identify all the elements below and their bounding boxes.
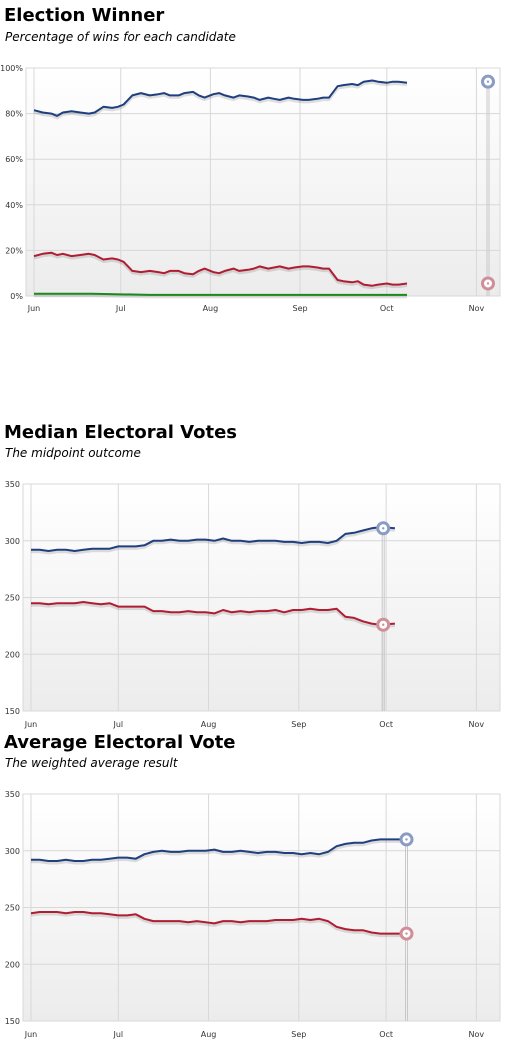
republican-marker-dot [405, 932, 408, 935]
chart-subtitle: The weighted average result [5, 756, 178, 770]
republican-marker-dot [382, 623, 385, 626]
median-chart-section: Median Electoral Votes The midpoint outc… [0, 420, 525, 730]
x-tick-label: Sep [291, 1030, 306, 1039]
x-tick-label: Nov [469, 304, 485, 313]
y-tick-label: 300 [5, 537, 20, 546]
x-tick-label: Jun [27, 304, 41, 313]
republican-series-shadow [33, 253, 408, 290]
republican-series-line [33, 251, 408, 287]
median-line-chart: 150 200 250 300 350 Jun Jul Aug Sep Oct Nov [5, 480, 501, 729]
democrat-series-line [31, 838, 407, 862]
x-tick-label: Aug [203, 304, 219, 313]
other-series-line [34, 292, 407, 296]
republican-marker-dot [486, 282, 490, 285]
x-tick-label: Nov [469, 1030, 485, 1039]
y-tick-label: 250 [5, 594, 20, 603]
democrat-marker-dot [382, 527, 385, 530]
republican-series-line [30, 911, 407, 935]
republican-series-shadow [30, 912, 407, 938]
x-tick-label: Oct [380, 304, 394, 313]
chart-title: Election Winner [4, 5, 165, 26]
x-tick-label: Jun [24, 720, 38, 729]
y-tick-label: 40% [5, 201, 23, 210]
republican-series-shadow [31, 602, 396, 629]
y-tick-label: 150 [5, 707, 20, 716]
y-tick-label: 150 [5, 1017, 20, 1026]
chart-title: Median Electoral Votes [4, 422, 238, 443]
x-tick-label: Oct [379, 720, 393, 729]
y-tick-label: 0% [10, 292, 23, 301]
winner-chart-section: Election Winner Percentage of wins for e… [0, 0, 525, 330]
x-tick-label: Jul [115, 304, 126, 313]
x-tick-label: Aug [201, 720, 217, 729]
y-tick-label: 350 [5, 790, 20, 799]
winner-line-chart: 0% 20% 40% 60% 80% 100% Jun Jul Aug Sep Oct Nov [0, 64, 501, 313]
x-tick-label: Nov [469, 720, 485, 729]
y-tick-label: 20% [5, 246, 23, 255]
x-tick-label: Jul [112, 1030, 123, 1039]
democrat-series-line [31, 526, 395, 552]
x-tick-label: Aug [201, 1030, 217, 1039]
chart-title: Average Electoral Vote [4, 732, 236, 753]
x-tick-label: Jun [24, 1030, 38, 1039]
republican-series-line [31, 601, 395, 626]
y-tick-label: 250 [5, 904, 20, 913]
chart-subtitle: The midpoint outcome [5, 446, 141, 460]
x-tick-label: Sep [292, 304, 307, 313]
other-series-shadow [34, 294, 407, 299]
democrat-marker-dot [405, 838, 408, 841]
y-tick-label: 200 [5, 960, 20, 969]
average-chart-section: Average Electoral Vote The weighted aver… [0, 730, 525, 1042]
y-tick-label: 80% [5, 110, 23, 119]
x-tick-label: Jul [112, 720, 123, 729]
y-tick-label: 200 [5, 650, 20, 659]
y-tick-label: 60% [5, 155, 23, 164]
x-tick-label: Sep [291, 720, 306, 729]
democrat-series-shadow [33, 81, 408, 120]
y-tick-label: 350 [5, 480, 20, 489]
average-line-chart: 150 200 250 300 350 Jun Jul Aug Sep Oct Nov [5, 790, 501, 1039]
democrat-series-line [33, 79, 408, 117]
democrat-series-shadow [31, 839, 407, 865]
democrat-marker-dot [486, 80, 490, 83]
democrat-series-shadow [31, 527, 396, 555]
y-tick-label: 300 [5, 847, 20, 856]
x-tick-label: Oct [379, 1030, 393, 1039]
y-tick-label: 100% [0, 64, 23, 73]
chart-subtitle: Percentage of wins for each candidate [5, 30, 236, 44]
